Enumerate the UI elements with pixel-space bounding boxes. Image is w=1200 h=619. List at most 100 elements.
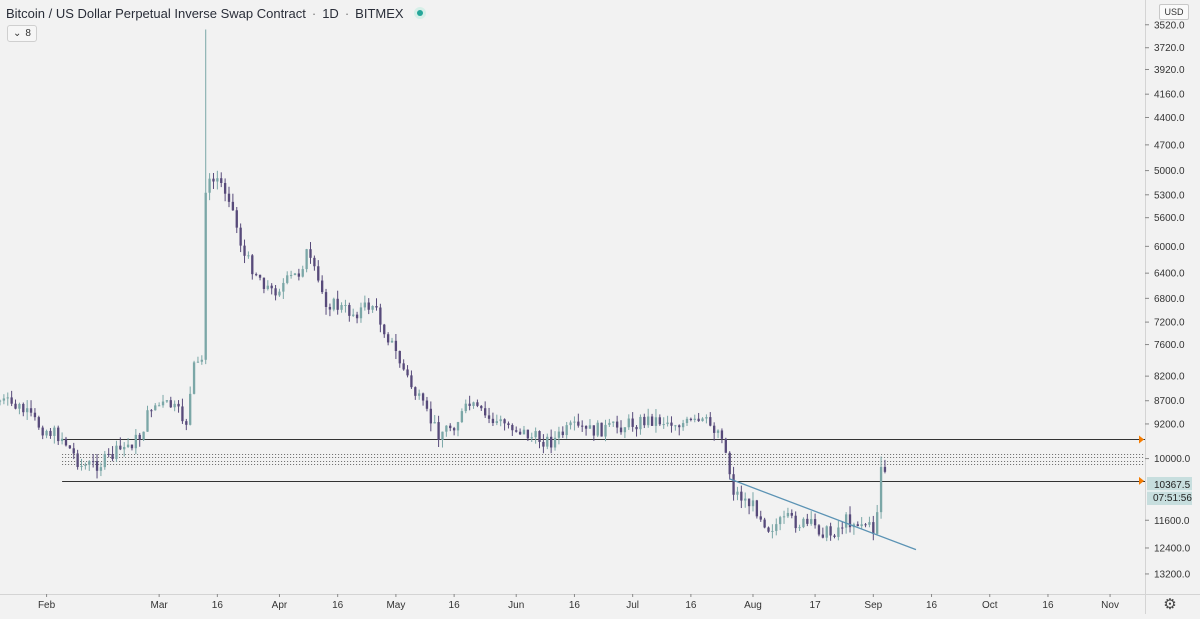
candle-body [476,402,479,406]
candle-body [150,410,153,412]
candle-body [243,245,246,256]
candle-body [612,421,615,423]
candle-body [491,418,495,424]
candle-body [189,393,192,425]
candle-body [111,454,114,460]
candle-body [526,429,530,439]
indicators-toggle-button[interactable]: ⌄ 8 [7,25,37,42]
candle-body [778,517,782,525]
candle-body [445,425,448,432]
candle-body [868,522,871,525]
interval-label[interactable]: 1D [322,5,339,21]
candle-body [192,362,196,394]
gear-icon[interactable]: ⚙ [1163,596,1177,613]
candle-body [472,402,475,406]
candle-body [518,431,522,435]
trendline-segment[interactable] [729,478,917,551]
candle-body [414,387,417,396]
candle-body [57,427,60,442]
candle-body [786,512,790,517]
candle-body [658,417,661,425]
level-marker[interactable] [1139,435,1144,444]
candle-body [561,431,564,436]
trendline[interactable] [729,478,917,551]
candle-body [223,182,227,194]
candle-body [142,431,145,440]
candle-body [437,422,440,441]
time-tick-label: 16 [926,600,938,611]
time-tick-label: Sep [864,600,882,611]
candle-body [538,431,541,442]
price-tick-label: 3520.0 [1154,20,1185,31]
candle-body [654,417,658,426]
candle-body [670,422,673,426]
candle-body [196,361,200,363]
candle-body [161,401,165,406]
price-tick-label: 12400.0 [1154,543,1191,554]
price-tick-label: 8700.0 [1154,396,1185,407]
price-axis[interactable]: 3520.0 3720.0 3920.0 4160.0 4400.0 4700.0 5000… [1145,20,1191,580]
price-tick-label: 4160.0 [1154,90,1185,101]
currency-badge[interactable]: USD [1159,4,1189,20]
price-tick-label: 7600.0 [1154,340,1185,351]
candle-body [452,428,456,431]
candle-body [720,430,724,439]
candle-body [297,273,301,277]
candle-body [200,359,203,362]
candle-body [460,411,464,423]
candle-body [0,400,2,402]
candle-body [643,416,646,426]
candle-body [841,527,844,529]
candle-body [627,418,630,428]
candle-body [666,422,669,425]
candle-body [84,464,87,466]
price-tick-label: 7200.0 [1154,318,1185,329]
time-tick-label: Nov [1101,600,1119,611]
candle-body [371,306,374,310]
candle-body [709,417,712,426]
level-marker[interactable] [1139,476,1144,485]
candle-body [344,304,347,306]
time-axis[interactable]: Feb Mar 16 Apr 16 May 16 Jun 16 Jul 16 Aug 17 Sep 16 Oc… [38,594,1119,611]
candle-body [146,410,149,432]
candle-body [320,280,324,293]
candle-body [798,527,801,529]
candle-body [181,406,184,422]
symbol-title[interactable]: Bitcoin / US Dollar Perpetual Inverse Sw… [6,5,306,21]
candle-body [790,512,793,516]
candle-body [623,427,627,433]
candle-body [837,527,840,537]
candle-body [99,467,103,471]
candle-body [883,466,887,472]
candle-body [45,430,48,436]
candle-body [247,255,250,257]
candle-body [487,415,491,419]
level-markers[interactable] [1139,435,1144,485]
candle-body [53,427,56,436]
candle-body [289,275,293,277]
candle-body [557,431,561,438]
candle-body [425,400,429,409]
header-separator: · [311,5,317,21]
chart-header: Bitcoin / US Dollar Perpetual Inverse Sw… [6,4,426,22]
candle-body [588,425,592,429]
candle-body [41,427,44,436]
price-tick-label: 6800.0 [1154,294,1185,305]
price-tick-label: 6400.0 [1154,269,1185,280]
candle-body [678,425,681,428]
candle-body [313,257,316,267]
candle-body [503,419,506,424]
candle-body [49,430,52,436]
candle-body [856,524,859,527]
candle-body [123,447,126,450]
candle-body [348,304,351,316]
candle-body [324,292,328,307]
candle-body [227,193,231,202]
candle-body [18,403,21,409]
candle-body [600,422,603,437]
candle-body [60,438,64,442]
candle-body [701,418,704,422]
candle-body [732,474,735,495]
